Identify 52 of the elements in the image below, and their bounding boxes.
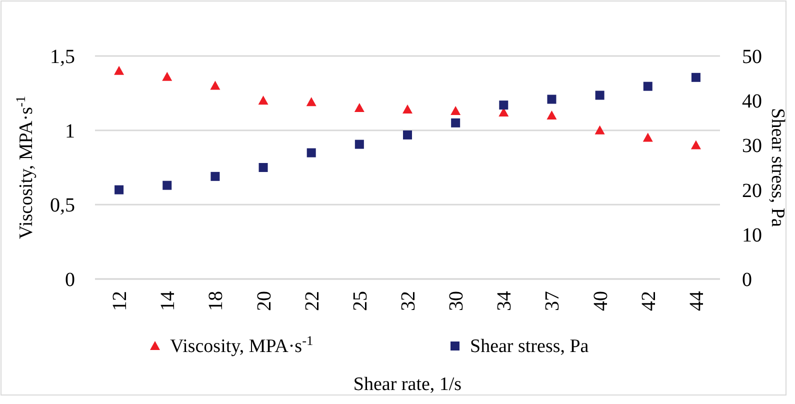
point bbox=[258, 163, 268, 172]
x-tick-label: 14 bbox=[157, 291, 180, 311]
x-tick-label: 22 bbox=[301, 291, 324, 311]
x-tick-label: 44 bbox=[686, 291, 708, 311]
point bbox=[114, 185, 124, 194]
legend-label: Viscosity, MPA·s$^{-1}$ bbox=[170, 332, 314, 357]
point bbox=[306, 97, 316, 106]
point bbox=[451, 118, 460, 128]
point bbox=[306, 148, 316, 158]
point bbox=[162, 72, 172, 81]
point bbox=[402, 104, 412, 114]
y2-tick-label: 40 bbox=[742, 90, 762, 113]
point bbox=[162, 180, 172, 190]
point bbox=[546, 110, 557, 120]
x-tick-label: 40 bbox=[590, 291, 612, 311]
x-tick-label: 12 bbox=[109, 291, 132, 311]
x-tick-label: 42 bbox=[638, 291, 660, 311]
point bbox=[354, 103, 364, 112]
y2-tick-label: 10 bbox=[742, 224, 762, 246]
point bbox=[690, 140, 701, 150]
y2-tick-label: 50 bbox=[742, 46, 762, 68]
x-tick-label: 25 bbox=[349, 291, 372, 311]
y2-tick-label: 20 bbox=[742, 180, 762, 202]
y-tick-label: 1,5 bbox=[50, 46, 75, 68]
legend-label: Shear stress, Pa bbox=[470, 336, 590, 357]
point bbox=[595, 90, 604, 100]
point bbox=[210, 80, 220, 90]
x-tick-label: 20 bbox=[253, 291, 276, 311]
y-tick-label: 1 bbox=[65, 120, 75, 142]
point bbox=[258, 96, 268, 105]
y2-tick-label: 30 bbox=[742, 135, 762, 158]
x-tick-label: 32 bbox=[398, 291, 420, 311]
x-tick-label: 34 bbox=[494, 291, 516, 311]
x-tick-label: 30 bbox=[446, 291, 468, 311]
x-tick-label: 18 bbox=[205, 291, 228, 311]
y-tick-label: 0 bbox=[65, 269, 75, 291]
point bbox=[354, 140, 364, 149]
point bbox=[403, 130, 412, 140]
point bbox=[691, 72, 700, 82]
point bbox=[642, 132, 653, 142]
point bbox=[210, 172, 220, 181]
y-tick-label: 0,5 bbox=[50, 194, 75, 217]
x-axis-title: Shear rate, 1/s bbox=[353, 374, 462, 395]
x-tick-label: 37 bbox=[542, 291, 564, 311]
y2-axis-title: Shear stress, Pa bbox=[767, 108, 788, 228]
point bbox=[594, 125, 605, 134]
point bbox=[547, 94, 556, 104]
point bbox=[450, 106, 461, 116]
y2-tick-label: 0 bbox=[742, 269, 752, 291]
point bbox=[643, 82, 652, 91]
point bbox=[114, 66, 124, 75]
point bbox=[499, 100, 508, 110]
